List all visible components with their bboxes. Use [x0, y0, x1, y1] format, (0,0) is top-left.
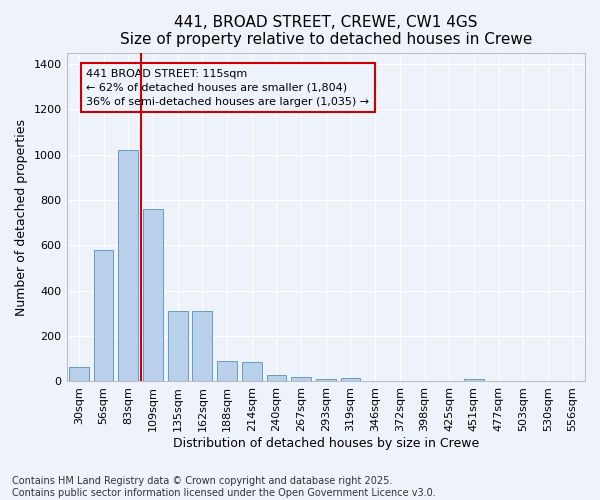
Y-axis label: Number of detached properties: Number of detached properties [15, 118, 28, 316]
Title: 441, BROAD STREET, CREWE, CW1 4GS
Size of property relative to detached houses i: 441, BROAD STREET, CREWE, CW1 4GS Size o… [119, 15, 532, 48]
Bar [193, 311, 212, 382]
Bar [242, 362, 262, 382]
X-axis label: Distribution of detached houses by size in Crewe: Distribution of detached houses by size … [173, 437, 479, 450]
Bar [118, 150, 138, 382]
Bar [464, 379, 484, 382]
Bar [69, 366, 89, 382]
Bar [316, 379, 335, 382]
Bar [168, 311, 188, 382]
Bar [341, 378, 361, 382]
Bar [291, 377, 311, 382]
Bar [143, 209, 163, 382]
Text: Contains HM Land Registry data © Crown copyright and database right 2025.
Contai: Contains HM Land Registry data © Crown c… [12, 476, 436, 498]
Text: 441 BROAD STREET: 115sqm
← 62% of detached houses are smaller (1,804)
36% of sem: 441 BROAD STREET: 115sqm ← 62% of detach… [86, 68, 370, 106]
Bar [94, 250, 113, 382]
Bar [266, 374, 286, 382]
Bar [217, 361, 237, 382]
